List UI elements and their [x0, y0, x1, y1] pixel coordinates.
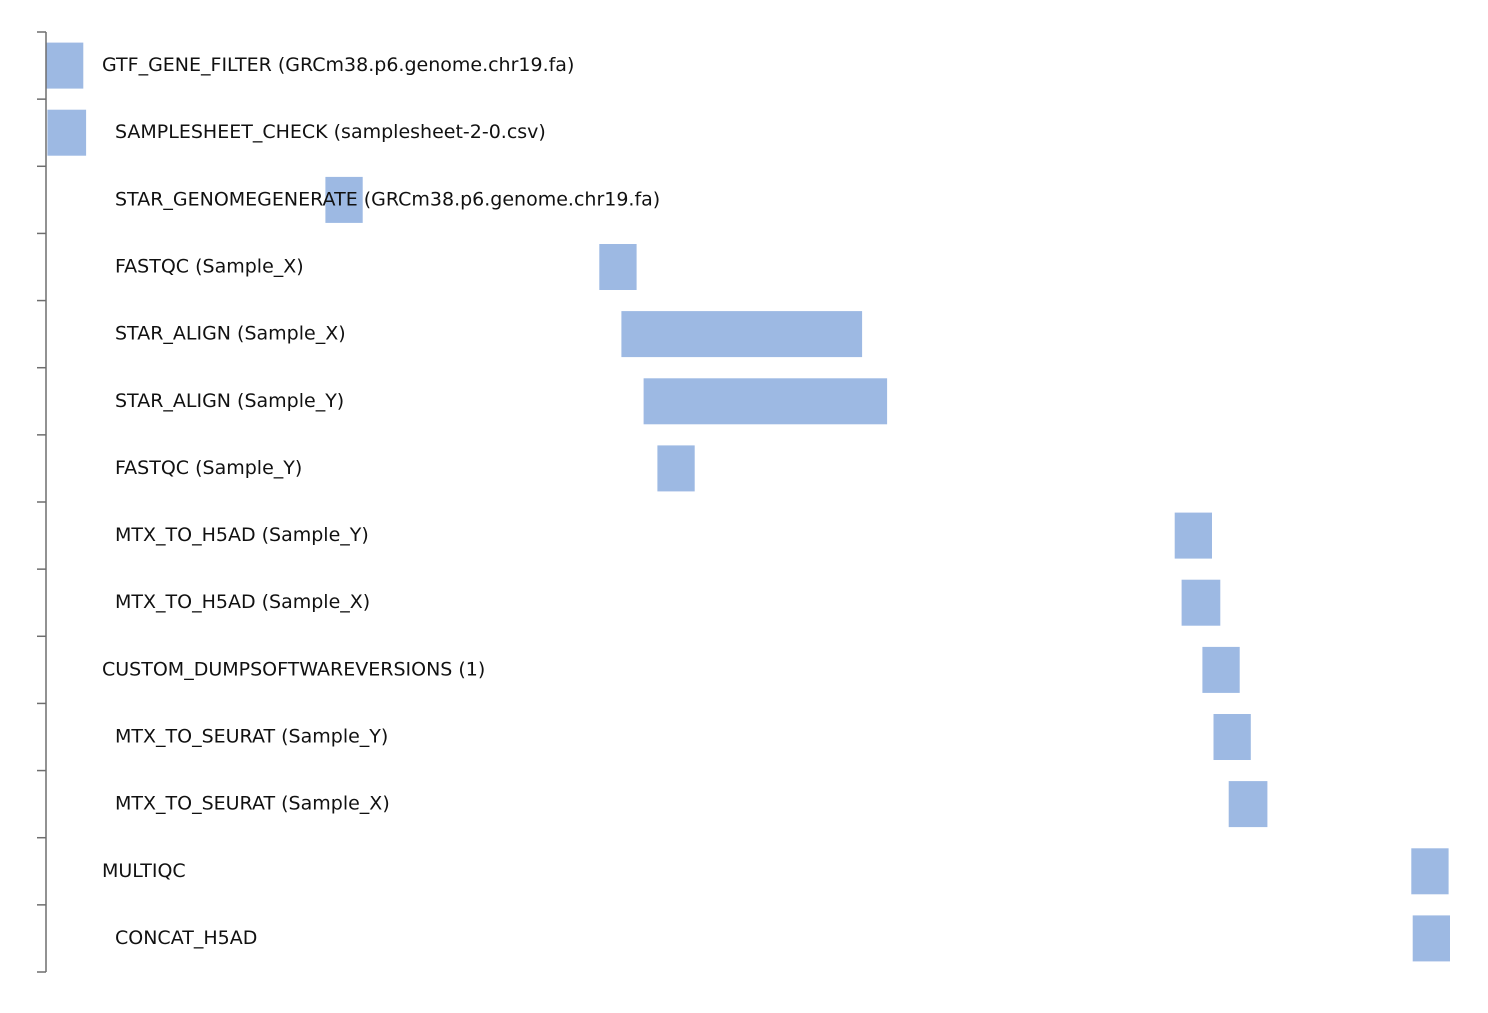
task-label: MULTIQC	[102, 860, 186, 882]
task-label: STAR_ALIGN (Sample_Y)	[115, 390, 344, 412]
task-bar	[1411, 848, 1449, 895]
task-label: MTX_TO_SEURAT (Sample_Y)	[115, 726, 388, 748]
y-axis	[37, 31, 47, 973]
task-bar	[1181, 579, 1221, 626]
task-bar	[325, 176, 363, 223]
task-bar	[1228, 781, 1268, 828]
task-bar	[1412, 915, 1450, 962]
task-label: FASTQC (Sample_X)	[115, 256, 304, 278]
task-bar	[1213, 714, 1251, 760]
task-label: GTF_GENE_FILTER (GRCm38.p6.genome.chr19.…	[102, 54, 574, 76]
task-label: FASTQC (Sample_Y)	[115, 457, 302, 479]
task-bar	[46, 42, 84, 89]
task-label: MTX_TO_H5AD (Sample_Y)	[115, 524, 369, 546]
task-label: MTX_TO_H5AD (Sample_X)	[115, 591, 370, 613]
task-label: CONCAT_H5AD	[115, 927, 257, 949]
task-label: CUSTOM_DUMPSOFTWAREVERSIONS (1)	[102, 658, 485, 680]
task-bar	[643, 378, 888, 425]
task-bar	[1174, 512, 1212, 559]
task-label: SAMPLESHEET_CHECK (samplesheet-2-0.csv)	[115, 121, 546, 143]
task-label: MTX_TO_SEURAT (Sample_X)	[115, 793, 390, 815]
labels-layer: GTF_GENE_FILTER (GRCm38.p6.genome.chr19.…	[102, 54, 660, 949]
task-bar	[599, 244, 637, 290]
task-bar	[657, 445, 695, 492]
bars-layer	[46, 42, 1450, 962]
task-bar	[621, 311, 863, 358]
task-label: STAR_ALIGN (Sample_X)	[115, 323, 346, 345]
task-bar	[1202, 646, 1240, 693]
task-bar	[47, 109, 87, 156]
task-label: STAR_GENOMEGENERATE (GRCm38.p6.genome.ch…	[115, 188, 660, 210]
